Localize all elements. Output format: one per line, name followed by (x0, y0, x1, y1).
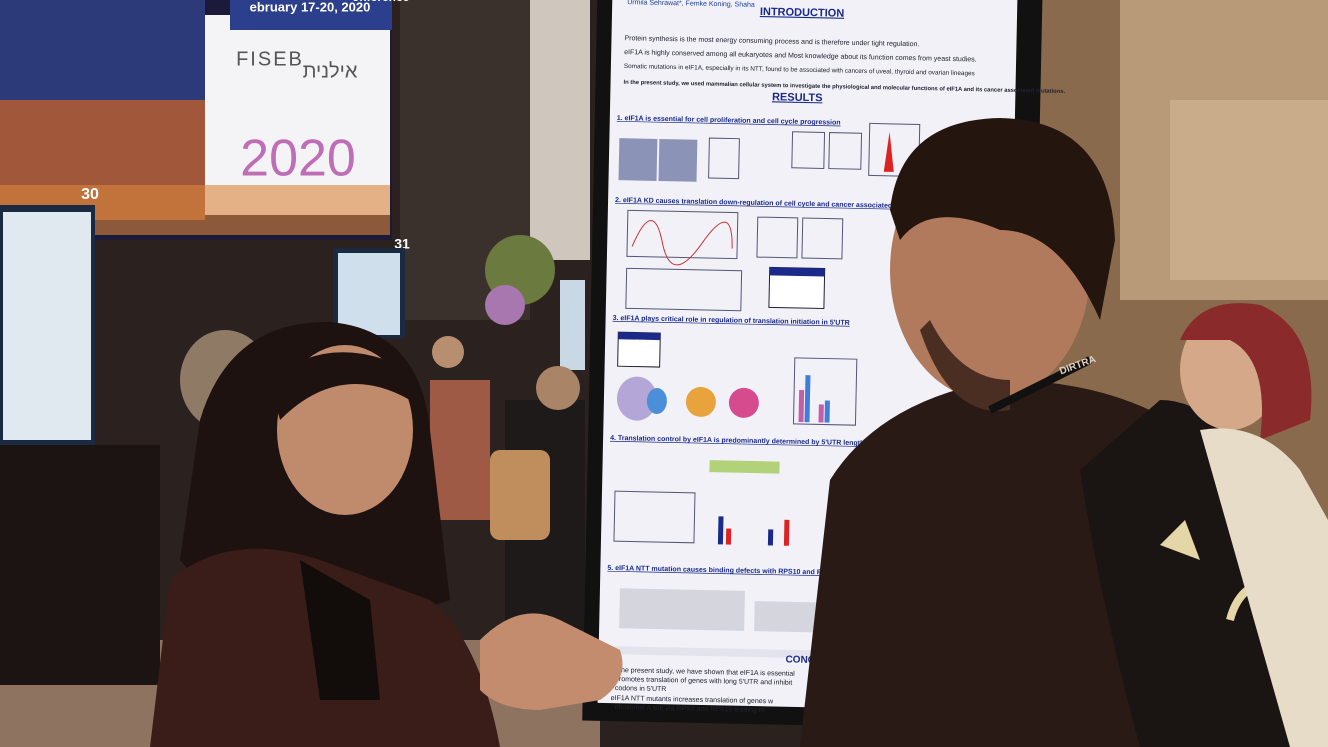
handbag (490, 450, 550, 540)
figure (646, 388, 667, 415)
figure (709, 460, 780, 474)
figure (798, 389, 805, 423)
person-bg (1200, 428, 1328, 747)
small-screen-poster (3, 212, 91, 440)
wall-panel-inner (1170, 100, 1328, 280)
figure-table (769, 267, 825, 277)
column (530, 0, 590, 260)
woman-hair (270, 352, 410, 420)
figure (728, 387, 759, 418)
result-heading: 5. eIF1A NTT mutation causes binding def… (607, 565, 835, 577)
person-bg (432, 336, 464, 368)
small-screen-poster (338, 253, 400, 335)
figure (625, 267, 743, 312)
result-heading: 3. eIF1A plays critical role in regulati… (613, 315, 850, 327)
backpack-logo (1160, 520, 1200, 560)
section-heading: RESULTS (772, 91, 823, 104)
person-bg (536, 366, 580, 410)
figure (631, 220, 733, 266)
figure (616, 376, 657, 421)
figure (824, 400, 830, 423)
woman-hand (480, 613, 623, 710)
date-banner (230, 0, 392, 30)
flowers (485, 285, 525, 325)
figure-blot (619, 588, 745, 631)
figure (618, 138, 658, 181)
figure (725, 528, 732, 545)
conference-text: onference (352, 0, 410, 4)
headscarf (1180, 303, 1312, 440)
figure-blot (754, 601, 825, 633)
figure (767, 529, 774, 546)
conclusion-line: ribosomal A site via RPS3 and RPS10 lead… (614, 704, 764, 714)
figure (685, 386, 716, 417)
figure (804, 375, 811, 423)
figure (791, 131, 826, 169)
person-bg (430, 380, 490, 520)
figure (658, 139, 698, 182)
conclusion-line: promotes translation of genes with long … (615, 676, 792, 687)
figure (756, 216, 799, 259)
figure (626, 209, 739, 260)
figure (613, 490, 696, 544)
poster-authors: Urmila Sehrawat*, Femke Koning, Shaha (627, 0, 755, 9)
figure (883, 131, 894, 172)
year-text: 2020 (240, 130, 356, 188)
woman-top (300, 560, 380, 700)
man-beard (920, 320, 1010, 411)
booth-number: 31 (394, 236, 410, 252)
lanyard (988, 356, 1092, 414)
figure (801, 217, 844, 260)
small-screen-poster (560, 280, 585, 370)
figure (828, 132, 863, 170)
conclusion-line: In the present study, we have shown that… (611, 667, 795, 678)
section-heading: INTRODUCTION (760, 6, 845, 20)
conclusion-line: codons in 5'UTR (615, 685, 667, 693)
booth-number: 30 (81, 186, 99, 203)
org-text: FISEB (236, 48, 304, 70)
figure-table (618, 332, 661, 341)
date-text: ebruary 17-20, 2020 (250, 0, 371, 14)
conclusion-line: eIF1A NTT mutants increases translation … (611, 695, 775, 705)
figure (708, 137, 740, 180)
stand (0, 445, 160, 685)
man-hair (890, 118, 1115, 320)
hebrew-text: אילנית (303, 60, 358, 82)
figure (717, 516, 724, 545)
figure (792, 357, 858, 426)
result-heading: 1. eIF1A is essential for cell prolifera… (617, 115, 841, 127)
screen-panel (205, 15, 390, 215)
figure (783, 519, 790, 546)
figure (818, 404, 824, 423)
